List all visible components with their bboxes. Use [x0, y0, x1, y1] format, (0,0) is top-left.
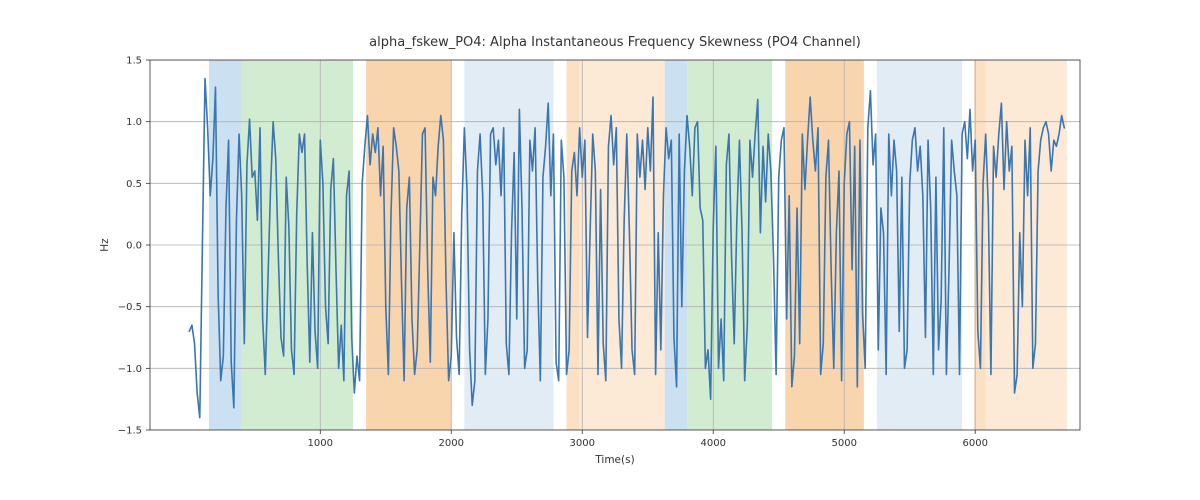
y-tick-label: 0.0	[126, 241, 142, 252]
y-tick-label: −0.5	[118, 302, 142, 313]
y-tick-label: 1.5	[126, 56, 142, 67]
x-tick-label: 2000	[439, 438, 464, 449]
chart-svg: alpha_fskew_PO4: Alpha Instantaneous Fre…	[0, 0, 1200, 500]
x-tick-label: 3000	[570, 438, 595, 449]
y-axis-label: Hz	[99, 238, 111, 252]
chart-title: alpha_fskew_PO4: Alpha Instantaneous Fre…	[369, 35, 861, 50]
chart-figure: alpha_fskew_PO4: Alpha Instantaneous Fre…	[0, 0, 1200, 500]
x-tick-label: 4000	[701, 438, 726, 449]
x-tick-labels: 1000 2000 3000 4000 5000 6000	[308, 430, 988, 449]
x-tick-label: 1000	[308, 438, 333, 449]
y-tick-label: 0.5	[126, 179, 142, 190]
y-tick-label: 1.0	[126, 117, 142, 128]
y-tick-labels: −1.5 −1.0 −0.5 0.0 0.5 1.0 1.5	[118, 56, 150, 437]
y-tick-label: −1.0	[118, 364, 142, 375]
y-tick-label: −1.5	[118, 426, 142, 437]
x-tick-label: 6000	[962, 438, 987, 449]
x-tick-label: 5000	[831, 438, 856, 449]
x-axis-label: Time(s)	[594, 454, 634, 466]
